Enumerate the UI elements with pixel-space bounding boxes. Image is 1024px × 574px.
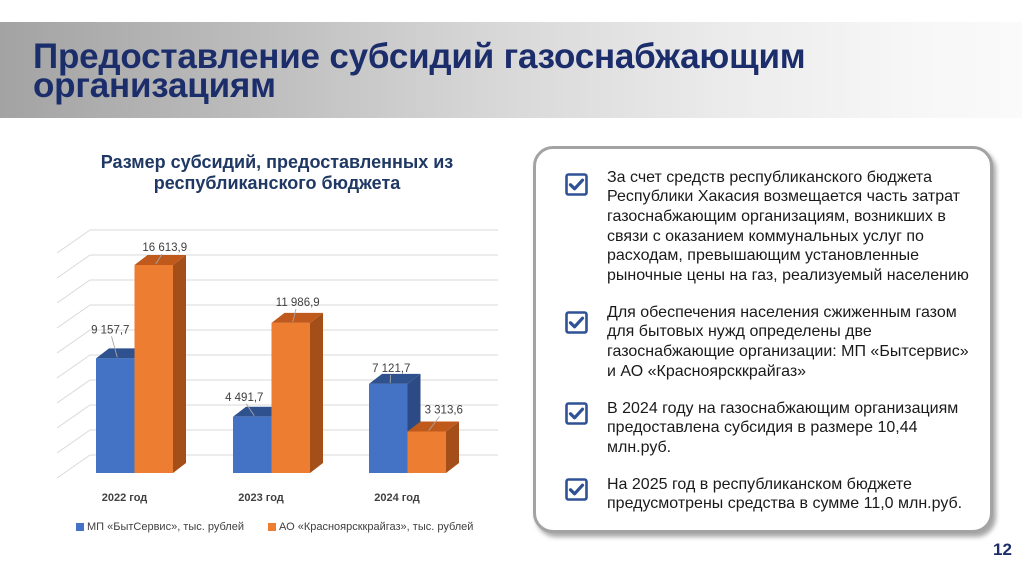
bar-top [271,312,323,323]
chart-title: Размер субсидий, предоставленных из респ… [88,152,466,194]
bar-bytservis-2023-год [233,416,272,473]
legend-swatch-orange [268,523,276,531]
bar-top [134,255,186,265]
gridline-side [56,379,91,404]
category-label-2022: 2022 год [101,492,148,504]
text-line: За счет средств республиканского бюджета [607,168,932,186]
gridline-side [56,404,91,429]
page-title: Предоставление субсидий газоснабжающим о… [33,37,806,105]
text-line: для бытовых нужд определены две [607,323,872,341]
category-label-2023: 2023 год [238,492,284,504]
leader-line [245,403,255,417]
text-line: расходам, превышающим установленные [607,247,920,265]
data-label: 16 613,9 [142,242,187,254]
data-label: 9 157,7 [91,324,129,336]
info-bullet: Для обеспечения населения сжиженным газо… [565,303,985,382]
info-bullet-text: Для обеспечения населения сжиженным газо… [607,303,985,382]
gridline-side [56,229,91,254]
category-label-2024: 2024 год [374,492,420,504]
info-bullet: В 2024 году на газоснабжающим организаци… [565,399,985,458]
gridline-side [56,279,91,304]
legend-label: МП «БытСервис», тыс. рублей [87,521,244,533]
info-bullet: За счет средств республиканского бюджета… [565,168,985,286]
bar-krasnoyarskkraygaz-2022-год [134,265,173,473]
text-line: предоставлена субсидия в размере 10,44 [607,419,918,437]
bar-krasnoyarskkraygaz-2023-год [271,322,310,473]
info-bullet-text: В 2024 году на газоснабжающим организаци… [607,399,985,458]
chart-title-line-1: Размер субсидий, предоставленных из [100,152,454,172]
bar-top [407,421,459,432]
leader-line [428,416,440,431]
info-bullet: На 2025 год в республиканском бюджете пр… [565,475,985,514]
header-band [0,22,1022,118]
text-line: связи с оказанием коммунальных услуг по [607,227,924,245]
bar-side [446,421,459,473]
data-label: 3 313,6 [425,405,463,417]
bar-side [310,312,323,473]
gridline-side [56,304,91,329]
bar-bytservis-2024-год [369,383,408,473]
leader-line [111,336,118,358]
bar-chart: 9 157,7 16 613,9 4 491,7 11 986,9 7 121,7 3 3… [56,229,498,479]
gridline-side [56,454,91,479]
text-line: Республики Хакасия возмещается часть зат… [607,188,960,206]
page-title-line-2: организациям [33,66,276,105]
leader-line [292,308,297,323]
page-title-line-1: Предоставление субсидий газоснабжающим [33,37,806,76]
text-line: рыночные цены на газ, реализуемый населе… [607,267,969,285]
text-line: предусмотрены средства в сумме 11,0 млн.… [607,495,963,513]
checkbox-bullet-icon [565,401,588,425]
legend-label: АО «Красноярсккрайгаз», тыс. рублей [279,521,474,533]
page-number: 12 [993,540,1012,559]
legend-swatch-blue [76,523,84,531]
text-line: газоснабжающим организациям, возникших в [607,208,946,225]
text-line: и АО «Красноярсккрайгаз» [607,362,807,380]
checkbox-bullet-icon [565,477,588,501]
gridline-side [56,329,91,354]
text-line: газоснабжающие организации: МП «Бытсерви… [607,343,969,360]
gridline-side [56,354,91,379]
info-bullet-text: За счет средств республиканского бюджета… [607,168,985,286]
bar-bytservis-2022-год [96,358,135,473]
data-label: 11 986,9 [276,297,320,309]
bar-side [173,255,186,473]
text-line: На 2025 год в республиканском бюджете [607,475,912,493]
info-bullet-text: На 2025 год в республиканском бюджете пр… [607,475,985,514]
data-label: 7 121,7 [372,363,410,375]
gridline-side [56,254,91,279]
leader-line [155,253,163,265]
checkbox-bullet-icon [565,172,588,196]
checkbox-bullet-icon [565,310,588,334]
info-panel: За счет средств республиканского бюджета… [533,146,993,533]
bar-top [369,373,421,384]
text-line: млн.руб. [607,439,672,456]
gridline-side [56,429,91,454]
text-line: В 2024 году на газоснабжающим организаци… [607,399,959,417]
text-line: Для обеспечения населения сжиженным газо… [607,303,957,321]
bar-krasnoyarskkraygaz-2024-год [407,431,446,473]
chart-title-line-2: республиканского бюджета [153,173,401,193]
data-label: 4 491,7 [225,392,263,404]
